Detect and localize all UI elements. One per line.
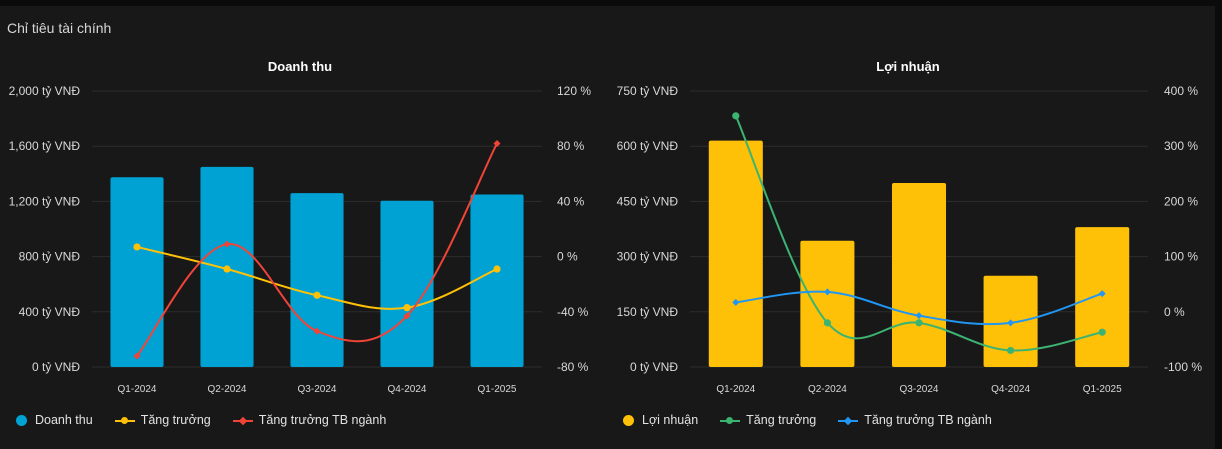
legend-profit-industry-label: Tăng trưởng TB ngành (864, 413, 992, 427)
profit-category-label: Q1-2024 (716, 384, 755, 395)
profit-right-tick-label: -100 % (1164, 360, 1202, 374)
profit-category-label: Q2-2024 (808, 384, 847, 395)
legend-profit-label: Lợi nhuận (642, 413, 699, 427)
revenue-left-tick-label: 400 tỷ VNĐ (19, 305, 81, 319)
revenue-right-tick-label: -80 % (557, 360, 589, 374)
profit-right-tick-label: 0 % (1164, 305, 1185, 319)
revenue-chart-title: Doanh thu (268, 59, 332, 74)
revenue-left-tick-label: 1,600 tỷ VNĐ (9, 139, 81, 153)
legend-revenue-growth-label: Tăng trưởng (140, 413, 211, 427)
revenue-bar (380, 200, 434, 367)
legend-revenue-label: Doanh thu (35, 413, 93, 427)
revenue-category-label: Q3-2024 (298, 384, 337, 395)
revenue-growth-point (403, 304, 411, 312)
revenue-left-tick-label: 0 tỷ VNĐ (32, 360, 80, 374)
revenue-growth-point (133, 243, 141, 251)
profit-growth-point (1098, 328, 1106, 336)
revenue-industry-point (313, 327, 321, 335)
revenue-growth-point (313, 291, 321, 299)
revenue-industry-point (493, 139, 501, 147)
profit-growth-point (915, 319, 923, 327)
legend-profit-growth-label: Tăng trưởng (746, 413, 817, 427)
profit-industry-point (823, 288, 831, 296)
profit-industry-point (915, 312, 923, 320)
revenue-category-label: Q2-2024 (208, 384, 247, 395)
revenue-category-label: Q1-2024 (118, 384, 157, 395)
profit-bar (800, 240, 855, 367)
legend-profit-marker (623, 414, 634, 426)
legend-item-profit-industry[interactable]: Tăng trưởng TB ngành (838, 413, 992, 427)
profit-industry-point (732, 298, 740, 306)
revenue-category-label: Q1-2025 (478, 384, 517, 395)
profit-growth-point (1007, 346, 1015, 355)
profit-left-tick-label: 600 tỷ VNĐ (617, 139, 679, 153)
revenue-left-tick-label: 2,000 tỷ VNĐ (9, 84, 81, 98)
profit-right-tick-label: 200 % (1164, 194, 1198, 208)
legend-revenue-industry-marker (232, 415, 253, 426)
legend-revenue-industry-label: Tăng trưởng TB ngành (258, 413, 387, 427)
legend-revenue-growth-marker (114, 415, 135, 426)
revenue-bar (110, 177, 164, 367)
profit-left-tick-label: 0 tỷ VNĐ (630, 360, 678, 374)
profit-bar (708, 140, 763, 367)
revenue-left-tick-label: 1,200 tỷ VNĐ (9, 194, 81, 208)
revenue-industry-point (403, 312, 411, 320)
profit-right-tick-label: 300 % (1164, 139, 1198, 153)
profit-growth-point (823, 319, 832, 327)
legend-item-revenue-industry[interactable]: Tăng trưởng TB ngành (232, 413, 387, 427)
revenue-bar (290, 193, 344, 367)
profit-growth-point (732, 112, 740, 120)
revenue-left-tick-label: 800 tỷ VNĐ (19, 250, 81, 264)
profit-left-tick-label: 300 tỷ VNĐ (617, 250, 679, 264)
profit-category-label: Q4-2024 (991, 384, 1030, 395)
legend-profit-industry-marker (838, 415, 859, 426)
legend-item-revenue-growth[interactable]: Tăng trưởng (114, 413, 211, 427)
profit-category-label: Q3-2024 (900, 384, 939, 395)
legend-profit-growth-marker (720, 415, 741, 426)
revenue-right-tick-label: -40 % (557, 305, 589, 319)
revenue-growth-point (493, 265, 501, 273)
revenue-industry-point (133, 352, 141, 360)
profit-legend: Lợi nhuận Tăng trưởng Tăng trưởng TB ngà… (623, 413, 1014, 427)
revenue-right-tick-label: 120 % (557, 84, 591, 98)
profit-growth-line (734, 115, 1103, 352)
revenue-category-label: Q4-2024 (388, 384, 427, 395)
revenue-industry-point (223, 240, 231, 248)
profit-right-tick-label: 100 % (1164, 250, 1198, 264)
profit-bar (891, 183, 947, 367)
revenue-growth-point (223, 265, 231, 273)
profit-chart-title: Lợi nhuận (876, 59, 939, 74)
profit-industry-point (1098, 290, 1106, 298)
profit-left-tick-label: 750 tỷ VNĐ (617, 84, 679, 98)
revenue-bar (470, 194, 524, 367)
profit-left-tick-label: 150 tỷ VNĐ (617, 305, 679, 319)
legend-revenue-marker (16, 414, 27, 426)
profit-right-tick-label: 400 % (1164, 84, 1198, 98)
revenue-legend: Doanh thu Tăng trưởng Tăng trưởng TB ngà… (16, 413, 408, 427)
profit-left-tick-label: 450 tỷ VNĐ (617, 194, 679, 208)
profit-category-label: Q1-2025 (1083, 384, 1122, 395)
legend-item-revenue[interactable]: Doanh thu (16, 413, 93, 427)
legend-item-profit[interactable]: Lợi nhuận (623, 413, 698, 427)
profit-industry-point (1007, 319, 1015, 327)
revenue-right-tick-label: 0 % (557, 250, 578, 264)
legend-item-profit-growth[interactable]: Tăng trưởng (720, 413, 816, 427)
revenue-right-tick-label: 80 % (557, 139, 585, 153)
revenue-right-tick-label: 40 % (557, 194, 585, 208)
page-title: Chỉ tiêu tài chính (7, 20, 112, 36)
